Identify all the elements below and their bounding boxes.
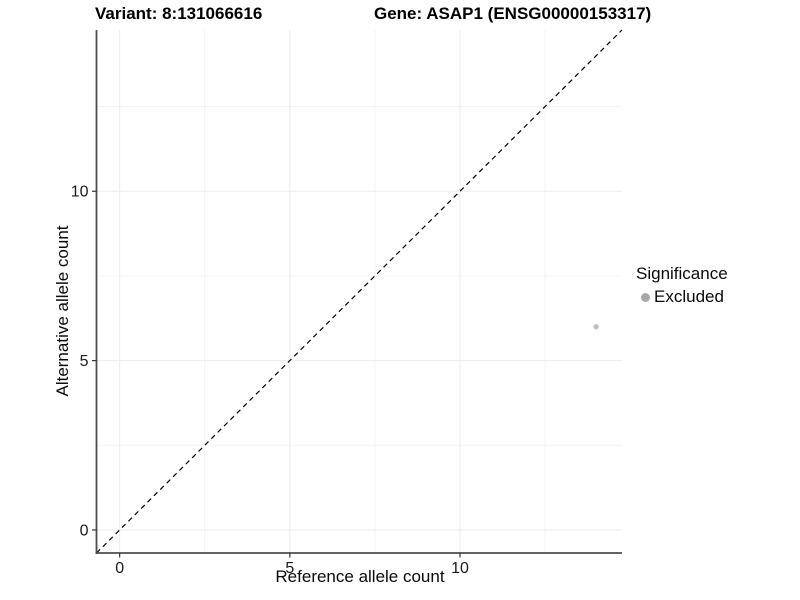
y-tick-label: 10 [71, 184, 89, 201]
plot-title-gene: Gene: ASAP1 (ENSG00000153317) [374, 4, 652, 23]
legend-item-excluded: Excluded [636, 287, 728, 307]
legend: Significance Excluded [636, 264, 728, 307]
x-tick-label: 5 [285, 560, 294, 577]
x-axis-title: Reference allele count [275, 567, 445, 586]
legend-key-dot-icon [641, 292, 650, 302]
y-tick-label: 5 [80, 353, 89, 370]
legend-title: Significance [636, 264, 728, 283]
plot-title-variant: Variant: 8:131066616 [95, 4, 263, 23]
x-tick-label: 10 [451, 560, 469, 577]
y-axis-title: Alternative allele count [53, 225, 72, 397]
legend-item-label: Excluded [654, 287, 724, 306]
x-tick-label: 0 [115, 560, 124, 577]
y-tick-label: 0 [80, 522, 89, 539]
identity-line [96, 29, 623, 554]
data-point [593, 324, 599, 330]
